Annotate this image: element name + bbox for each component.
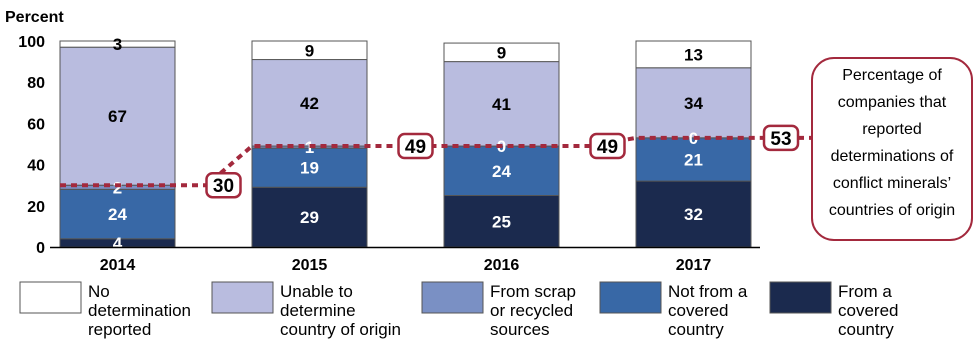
y-axis-title: Percent bbox=[5, 9, 64, 26]
bar-value-label: 13 bbox=[684, 45, 703, 64]
legend-swatch bbox=[421, 281, 484, 314]
legend-label-line: or recycled bbox=[490, 301, 573, 320]
legend-swatch bbox=[769, 281, 832, 314]
legend-swatch bbox=[19, 281, 82, 314]
bar-segment bbox=[443, 145, 560, 196]
y-tick-label: 20 bbox=[27, 199, 45, 216]
bar-value-label: 42 bbox=[300, 94, 319, 113]
y-tick-label: 100 bbox=[18, 34, 45, 51]
bar-value-label: 3 bbox=[113, 35, 122, 54]
callout-box bbox=[811, 57, 973, 241]
legend-label-line: country of origin bbox=[280, 320, 401, 339]
determination-marker bbox=[397, 132, 434, 160]
legend-label-line: covered bbox=[838, 301, 898, 320]
bar-value-label: 19 bbox=[300, 159, 319, 178]
bar-segment bbox=[251, 40, 368, 61]
y-tick-label: 60 bbox=[27, 116, 45, 133]
bar-segment bbox=[59, 40, 176, 48]
callout: Percentage of companies that reported deter… bbox=[811, 57, 973, 241]
x-axis: 2014 2015 2016 2017 bbox=[50, 246, 760, 274]
bar-value-label: 41 bbox=[492, 95, 511, 114]
determination-line: 30 49 49 53 bbox=[60, 124, 812, 199]
determination-marker bbox=[589, 132, 626, 160]
callout-text-line: reported bbox=[862, 121, 922, 138]
bar-value-label: 2 bbox=[113, 178, 122, 197]
legend-swatch bbox=[599, 281, 662, 314]
bar-segment bbox=[59, 188, 176, 240]
legend-label-line: reported bbox=[88, 320, 151, 339]
determination-marker bbox=[205, 171, 242, 199]
y-tick-label: 0 bbox=[36, 240, 45, 257]
bar-segment bbox=[635, 67, 752, 139]
x-tick-label: 2015 bbox=[292, 257, 328, 274]
determination-value-label: 49 bbox=[597, 137, 618, 158]
bar-value-label: 0 bbox=[689, 129, 698, 148]
legend-label-line: From a bbox=[838, 282, 892, 301]
bar-segment bbox=[635, 40, 752, 69]
determination-value-label: 49 bbox=[405, 137, 426, 158]
bar-value-label: 24 bbox=[492, 162, 511, 181]
legend-label-line: No bbox=[88, 282, 110, 301]
bar-value-label: 29 bbox=[300, 208, 319, 227]
bar-value-label: 24 bbox=[108, 205, 127, 224]
legend-swatch bbox=[211, 281, 274, 314]
bar-value-label: 32 bbox=[684, 205, 703, 224]
legend-label-line: Not from a bbox=[668, 282, 748, 301]
callout-text-line: companies that bbox=[838, 94, 947, 111]
x-tick-label: 2014 bbox=[100, 257, 136, 274]
legend-label-line: Unable to bbox=[280, 282, 353, 301]
bar-value-label: 9 bbox=[497, 43, 506, 62]
bar-value-label: 9 bbox=[305, 41, 314, 60]
y-tick-label: 80 bbox=[27, 75, 45, 92]
legend-label-line: From scrap bbox=[490, 282, 576, 301]
bar-value-label: 25 bbox=[492, 212, 511, 231]
y-tick-label: 40 bbox=[27, 158, 45, 175]
bar-segment bbox=[251, 59, 368, 147]
legend-label-line: determination bbox=[88, 301, 191, 320]
bar-segment bbox=[443, 42, 560, 63]
bar-value-label: 4 bbox=[113, 234, 123, 253]
callout-text-line: determinations of bbox=[831, 148, 954, 165]
x-tick-label: 2017 bbox=[676, 257, 712, 274]
callout-text-line: countries of origin bbox=[829, 202, 955, 219]
bar-segment bbox=[59, 46, 176, 186]
legend-label-line: country bbox=[668, 320, 724, 339]
determination-value-label: 30 bbox=[213, 176, 234, 197]
bar-value-label: 67 bbox=[108, 107, 127, 126]
bar-value-label: 21 bbox=[684, 150, 703, 169]
bar-value-label: 34 bbox=[684, 94, 703, 113]
callout-text-line: conflict minerals’ bbox=[833, 175, 951, 192]
bar-segment bbox=[635, 180, 752, 248]
y-axis: 0 20 40 60 80 100 bbox=[18, 34, 45, 257]
legend-label-line: covered bbox=[668, 301, 728, 320]
bar-segment bbox=[443, 61, 560, 147]
determination-value-label: 53 bbox=[770, 129, 791, 150]
callout-text-line: Percentage of bbox=[842, 67, 942, 84]
legend-label-line: determine bbox=[280, 301, 356, 320]
legend-label-line: country bbox=[838, 320, 894, 339]
legend-label-line: sources bbox=[490, 320, 550, 339]
x-tick-label: 2016 bbox=[484, 257, 520, 274]
bar-segment bbox=[443, 195, 560, 248]
